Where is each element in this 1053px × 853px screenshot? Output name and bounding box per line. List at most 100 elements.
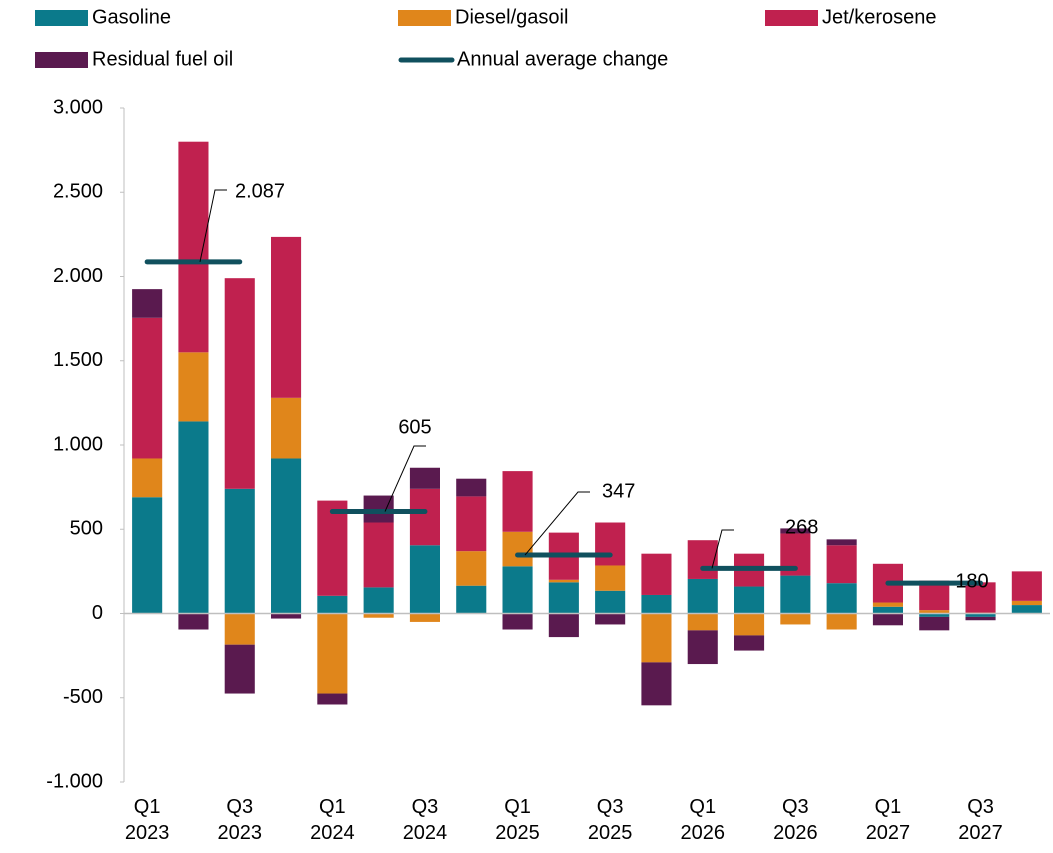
bar-segment <box>132 458 163 498</box>
legend-label: Gasoline <box>92 6 171 28</box>
bar-segment <box>826 539 857 546</box>
x-tick-label: Q1 2025 <box>495 796 540 844</box>
bar-segment <box>502 471 533 532</box>
bar-segment <box>641 662 672 706</box>
x-tick-label: Q3 2025 <box>587 796 633 844</box>
bar-segment <box>456 585 487 614</box>
bar-segment <box>317 595 348 614</box>
average-label: 605 <box>398 416 431 438</box>
bar-segment <box>780 613 811 625</box>
bar-segment <box>872 606 903 614</box>
bar-segment <box>919 613 950 617</box>
bar-segment <box>872 613 903 626</box>
bar-segment <box>502 613 533 630</box>
y-tick-label: -1.000 <box>46 770 103 792</box>
x-tick-label: Q1 2024 <box>310 796 355 844</box>
leader-line <box>711 529 734 569</box>
leader-line <box>524 491 590 556</box>
bar-segment <box>271 236 302 398</box>
x-tick-label: Q3 2027 <box>958 796 1003 844</box>
x-tick-label: Q3 2023 <box>217 796 263 844</box>
leader-line <box>199 189 227 262</box>
average-label: 180 <box>955 570 988 592</box>
y-tick-label: 1.000 <box>53 433 103 455</box>
bar-segment <box>502 531 533 567</box>
bar-segment <box>1011 605 1042 614</box>
bar-segment <box>132 497 163 614</box>
bar-segment <box>224 278 255 489</box>
bar-segment <box>224 613 255 645</box>
bar-segment <box>271 397 302 459</box>
bar-segment <box>780 575 811 614</box>
average-label: 2.087 <box>235 180 285 202</box>
bar-segment <box>271 458 302 614</box>
x-tick-label: Q1 2027 <box>865 796 911 844</box>
bar-segment <box>687 540 718 579</box>
bar-segment <box>641 613 672 663</box>
bar-segment <box>178 352 209 422</box>
x-tick-label: Q1 2026 <box>680 796 726 844</box>
bar-segment <box>317 693 348 705</box>
bar-segment <box>548 579 579 583</box>
bar-segment <box>409 488 440 546</box>
bar-segment <box>271 613 302 619</box>
bar-segment <box>595 613 626 625</box>
legend-swatch <box>35 52 88 68</box>
bar-segment <box>1011 600 1042 606</box>
x-tick-label: Q3 2026 <box>773 796 818 844</box>
bar-segment <box>456 551 487 586</box>
x-tick-label: Q3 2024 <box>402 796 448 844</box>
y-tick-label: -500 <box>63 686 103 708</box>
bar-segment <box>456 478 487 497</box>
bar-segment <box>965 613 996 617</box>
legend-label: Annual average change <box>457 48 668 70</box>
legend-label: Diesel/gasoil <box>455 6 568 28</box>
legend-label: Residual fuel oil <box>92 48 233 70</box>
bar-segment <box>363 587 394 614</box>
y-tick-label: 0 <box>92 602 103 624</box>
bar-segment <box>409 545 440 614</box>
bar-segment <box>687 613 718 631</box>
bar-segment <box>687 630 718 665</box>
bar-segment <box>178 141 209 353</box>
y-tick-label: 2.500 <box>53 181 103 203</box>
bar-segment <box>826 613 857 630</box>
bar-segment <box>919 610 950 614</box>
bar-segment <box>872 602 903 607</box>
bar-segment <box>826 545 857 584</box>
bar-segment <box>224 644 255 694</box>
bar-segment <box>641 594 672 614</box>
bar-segment <box>595 590 626 614</box>
bar-segment <box>826 583 857 614</box>
bar-segment <box>363 613 394 618</box>
legend-swatch <box>765 10 818 26</box>
bar-segment <box>548 582 579 614</box>
bar-segment <box>734 635 765 651</box>
bar-segment <box>178 613 209 630</box>
y-tick-label: 1.500 <box>53 349 103 371</box>
bar-segment <box>687 578 718 614</box>
bar-segment <box>317 500 348 596</box>
y-tick-label: 2.000 <box>53 265 103 287</box>
bar-segment <box>734 613 765 636</box>
bar-segment <box>595 522 626 566</box>
bar-segment <box>548 613 579 638</box>
average-label: 347 <box>602 480 635 502</box>
legend-swatch <box>35 10 88 26</box>
average-label: 268 <box>785 516 818 538</box>
y-tick-label: 3.000 <box>53 96 103 118</box>
bar-segment <box>641 553 672 595</box>
bar-segment <box>409 467 440 489</box>
bar-segment <box>965 582 996 613</box>
leader-line <box>384 445 426 512</box>
legend-label: Jet/kerosene <box>822 6 937 28</box>
x-tick-label: Q1 2023 <box>124 796 170 844</box>
bar-segment <box>132 289 163 318</box>
bar-segment <box>965 616 996 621</box>
bar-segment <box>919 616 950 631</box>
bar-segment <box>132 317 163 459</box>
bar-segment <box>595 565 626 591</box>
legend-swatch <box>398 10 451 26</box>
